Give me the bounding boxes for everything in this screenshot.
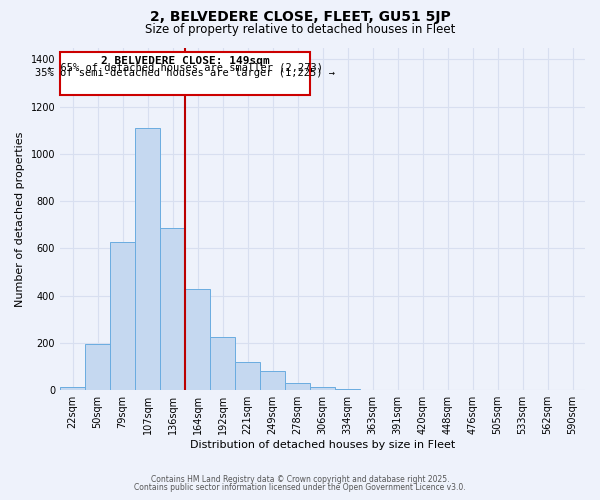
Text: Contains public sector information licensed under the Open Government Licence v3: Contains public sector information licen… bbox=[134, 484, 466, 492]
Bar bbox=[85, 344, 110, 390]
Bar bbox=[310, 386, 335, 390]
X-axis label: Distribution of detached houses by size in Fleet: Distribution of detached houses by size … bbox=[190, 440, 455, 450]
Y-axis label: Number of detached properties: Number of detached properties bbox=[15, 131, 25, 306]
Text: 35% of semi-detached houses are larger (1,225) →: 35% of semi-detached houses are larger (… bbox=[35, 68, 335, 78]
Text: ← 65% of detached houses are smaller (2,273): ← 65% of detached houses are smaller (2,… bbox=[47, 62, 323, 72]
Bar bbox=[60, 386, 85, 390]
Text: 2 BELVEDERE CLOSE: 149sqm: 2 BELVEDERE CLOSE: 149sqm bbox=[101, 56, 269, 66]
Bar bbox=[160, 228, 185, 390]
Bar bbox=[110, 242, 135, 390]
Text: Contains HM Land Registry data © Crown copyright and database right 2025.: Contains HM Land Registry data © Crown c… bbox=[151, 475, 449, 484]
Bar bbox=[135, 128, 160, 390]
FancyBboxPatch shape bbox=[60, 52, 310, 95]
Bar bbox=[185, 288, 210, 390]
Bar bbox=[335, 389, 360, 390]
Bar bbox=[235, 362, 260, 390]
Bar bbox=[210, 337, 235, 390]
Text: 2, BELVEDERE CLOSE, FLEET, GU51 5JP: 2, BELVEDERE CLOSE, FLEET, GU51 5JP bbox=[149, 10, 451, 24]
Text: Size of property relative to detached houses in Fleet: Size of property relative to detached ho… bbox=[145, 22, 455, 36]
Bar bbox=[285, 383, 310, 390]
Bar bbox=[260, 372, 285, 390]
